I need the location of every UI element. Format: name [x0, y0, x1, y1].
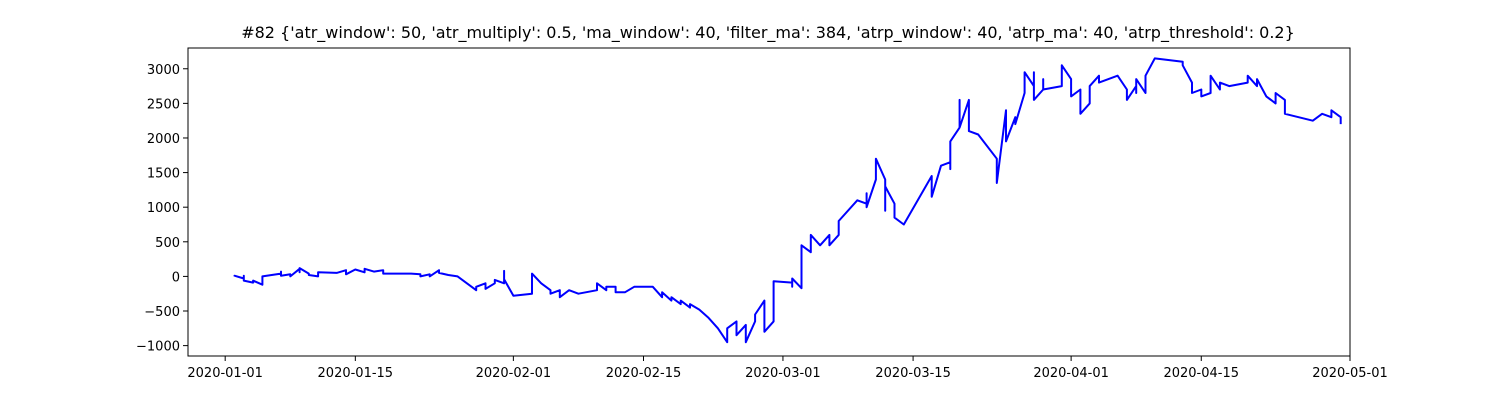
y-tick-label: 1000 [147, 201, 180, 216]
x-tick-label: 2020-05-01 [1312, 366, 1388, 381]
x-tick-label: 2020-01-15 [318, 366, 394, 381]
x-tick-label: 2020-02-15 [606, 366, 682, 381]
x-tick-label: 2020-04-01 [1033, 366, 1109, 381]
y-tick-label: 2000 [147, 132, 180, 147]
y-tick-label: 2500 [147, 97, 180, 112]
x-tick-label: 2020-04-15 [1163, 366, 1239, 381]
y-axis: −1000 −500 0 500 1000 1500 2000 2500 3000 [136, 63, 188, 355]
series-line-1 [233, 57, 1342, 344]
x-tick-label: 2020-02-01 [476, 366, 552, 381]
y-tick-label: 500 [155, 236, 180, 251]
x-tick-label: 2020-01-01 [187, 366, 263, 381]
axes-frame [187, 47, 1351, 357]
y-tick-label: 0 [172, 270, 180, 285]
chart-title: #82 {'atr_window': 50, 'atr_multiply': 0… [241, 23, 1295, 43]
y-tick-label: 3000 [147, 63, 180, 78]
x-tick-label: 2020-03-15 [875, 366, 951, 381]
y-tick-label: 1500 [147, 167, 180, 182]
x-tick-label: 2020-03-01 [745, 366, 821, 381]
x-axis: 2020-01-01 2020-01-15 2020-02-01 2020-02-15… [187, 356, 1388, 381]
y-tick-label: −1000 [136, 340, 180, 355]
plot-area [187, 47, 1351, 357]
y-tick-label: −500 [144, 305, 180, 320]
